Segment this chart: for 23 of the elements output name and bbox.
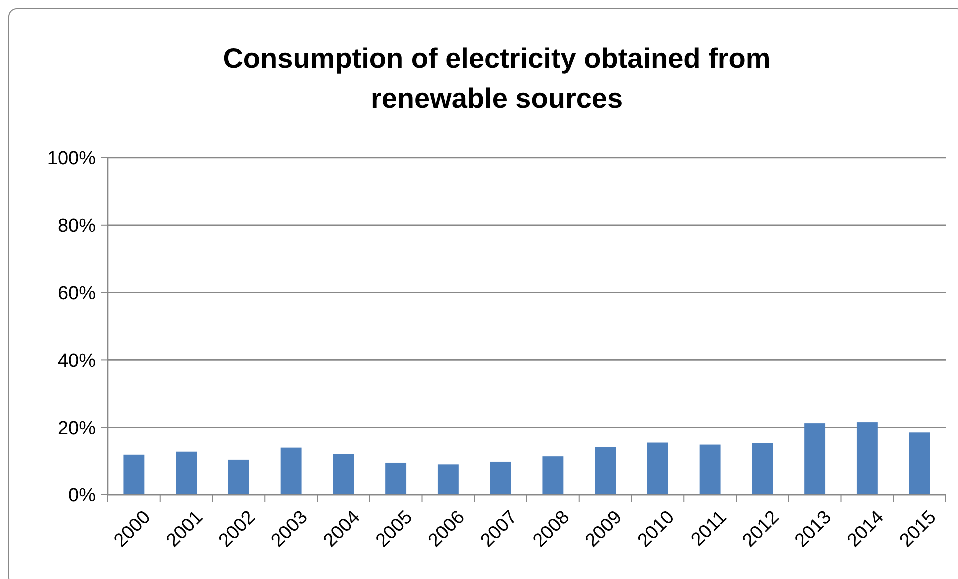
bar (542, 456, 564, 495)
bar (647, 442, 668, 495)
y-tick-label: 40% (58, 350, 96, 372)
bar (124, 454, 145, 495)
y-tick-label: 20% (58, 418, 96, 440)
bar (752, 443, 774, 495)
y-tick-label: 0% (68, 486, 96, 507)
bar (333, 454, 354, 495)
y-tick-label: 80% (58, 216, 96, 238)
y-tick-label: 100% (47, 148, 96, 170)
bar (909, 432, 930, 495)
bar (280, 448, 302, 495)
chart-title: Consumption of electricity obtained from renewable sources (223, 43, 771, 114)
bar (856, 422, 878, 495)
bar (490, 462, 512, 495)
bar (228, 460, 250, 495)
bar (386, 462, 407, 495)
bar (176, 452, 198, 495)
bar (700, 444, 721, 495)
bar (804, 424, 826, 495)
bar (595, 447, 616, 495)
bar (438, 464, 459, 495)
y-tick-label: 60% (58, 283, 96, 304)
